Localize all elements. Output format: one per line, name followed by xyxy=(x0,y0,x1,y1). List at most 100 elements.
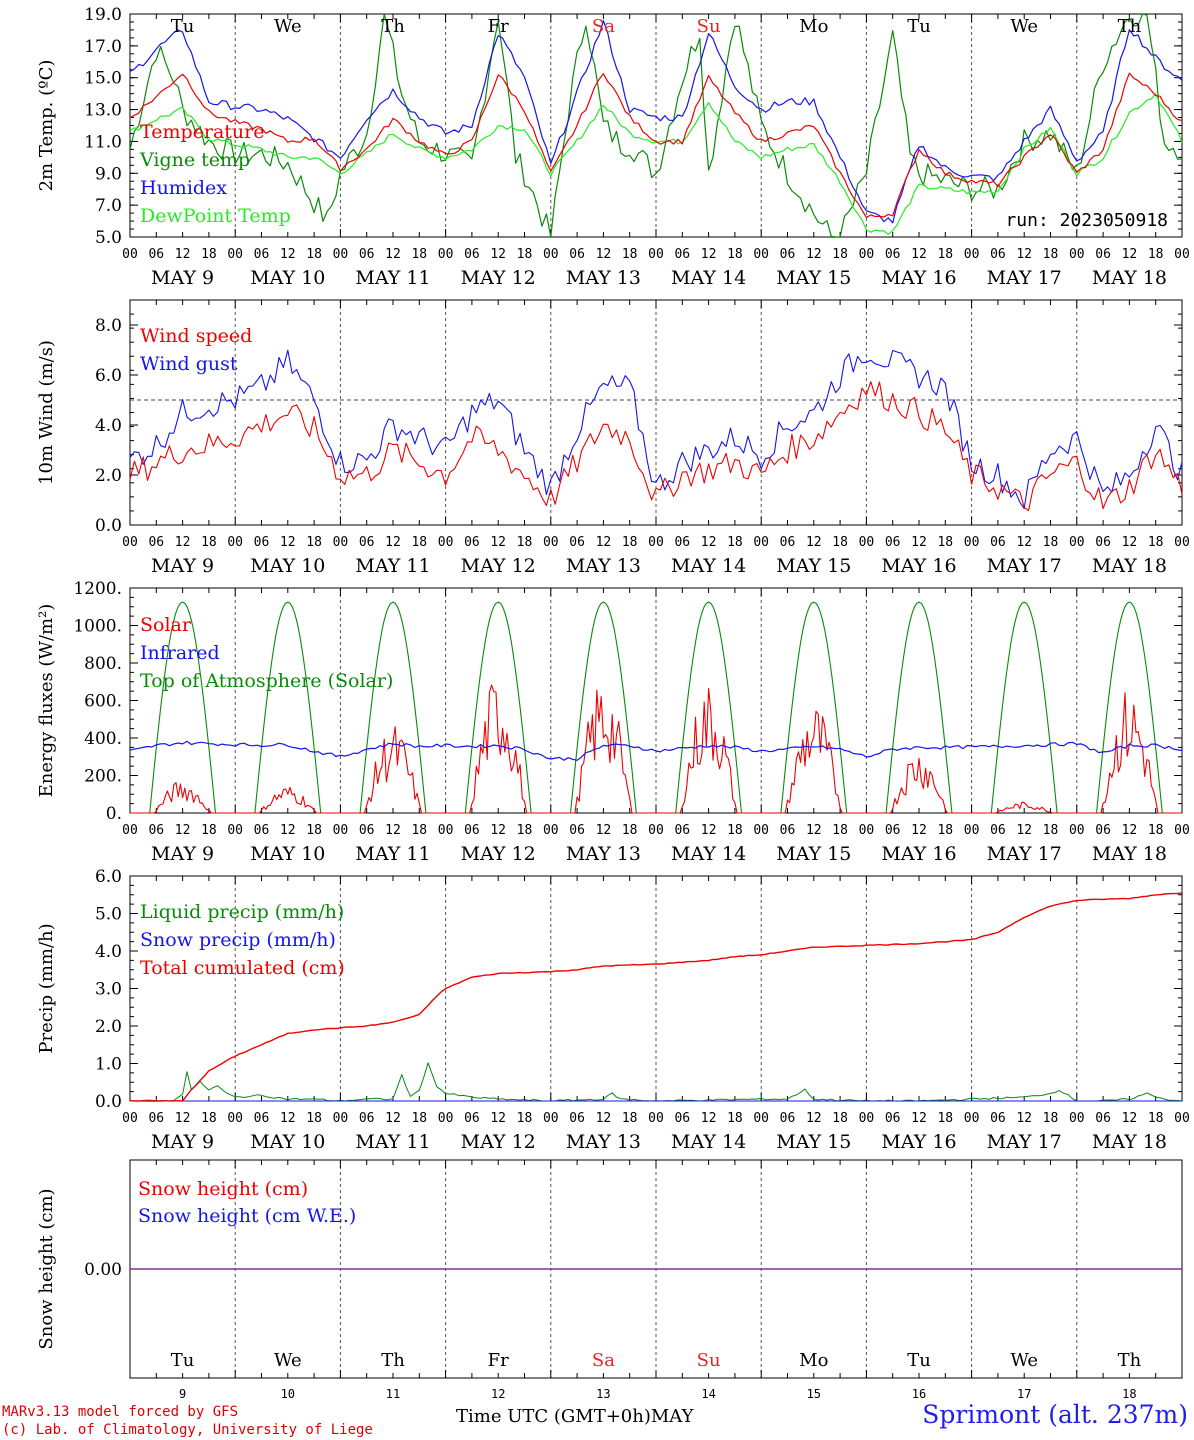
date-label: MAY 15 xyxy=(776,1131,851,1153)
hour-tick-label: 06 xyxy=(464,247,480,262)
y-tick-label: 1000. xyxy=(73,617,122,637)
hour-tick-label: 06 xyxy=(569,823,585,838)
date-label: MAY 14 xyxy=(671,1131,746,1153)
hour-tick-label: 06 xyxy=(780,823,796,838)
date-label: MAY 9 xyxy=(151,267,214,289)
hour-tick-label: 06 xyxy=(359,535,375,550)
date-label: MAY 9 xyxy=(151,843,214,865)
date-label: MAY 9 xyxy=(151,1131,214,1153)
date-label: MAY 11 xyxy=(355,1131,430,1153)
y-axis-title: Energy fluxes (W/m²) xyxy=(36,604,57,798)
hour-tick-label: 06 xyxy=(1095,535,1111,550)
series-line-infrared xyxy=(129,740,1183,761)
hour-tick-label: 12 xyxy=(1016,535,1032,550)
weekday-label: Th xyxy=(381,1350,405,1371)
hour-tick-label: 00 xyxy=(122,535,138,550)
y-axis-title: 10m Wind (m/s) xyxy=(36,340,57,485)
hour-tick-label: 00 xyxy=(753,247,769,262)
date-label: MAY 13 xyxy=(566,267,641,289)
date-label: MAY 12 xyxy=(461,267,536,289)
hour-tick-label: 00 xyxy=(333,823,349,838)
date-label: MAY 14 xyxy=(671,843,746,865)
y-tick-label: 7.0 xyxy=(95,196,122,216)
hour-tick-label: 00 xyxy=(964,535,980,550)
hour-tick-label: 18 xyxy=(727,823,743,838)
hour-tick-label: 06 xyxy=(990,1111,1006,1126)
date-label: MAY 12 xyxy=(461,555,536,577)
hour-tick-label: 18 xyxy=(937,535,953,550)
y-tick-label: 1200. xyxy=(73,579,122,599)
hour-tick-label: 00 xyxy=(753,535,769,550)
y-tick-label: 4.0 xyxy=(95,942,122,962)
hour-tick-label: 06 xyxy=(674,823,690,838)
series-line-green xyxy=(130,14,1182,237)
legend-entry: Temperature xyxy=(140,121,264,143)
hour-tick-label: 18 xyxy=(622,823,638,838)
hour-tick-label: 00 xyxy=(543,1111,559,1126)
date-label: MAY 11 xyxy=(355,267,430,289)
date-label: MAY 16 xyxy=(881,267,956,289)
weekday-label: Sa xyxy=(592,16,615,37)
hour-tick-label: 18 xyxy=(622,1111,638,1126)
hour-tick-label: 06 xyxy=(674,535,690,550)
hour-tick-label: 00 xyxy=(543,535,559,550)
hour-tick-label: 18 xyxy=(1148,247,1164,262)
date-label: MAY 9 xyxy=(151,555,214,577)
hour-tick-label: 18 xyxy=(517,823,533,838)
hour-tick-label: 12 xyxy=(701,535,717,550)
legend-entry: Total cumulated (cm) xyxy=(140,957,345,979)
weekday-label: Su xyxy=(697,1350,721,1371)
hour-tick-label: 00 xyxy=(859,247,875,262)
hour-tick-label: 00 xyxy=(543,823,559,838)
day-number-label: 11 xyxy=(386,1387,400,1401)
y-tick-label: 400. xyxy=(84,729,122,749)
hour-tick-label: 00 xyxy=(1069,535,1085,550)
hour-tick-label: 12 xyxy=(1016,1111,1032,1126)
hour-tick-label: 12 xyxy=(806,535,822,550)
hour-tick-label: 00 xyxy=(438,247,454,262)
weekday-label: Th xyxy=(381,16,405,37)
day-number-label: 9 xyxy=(179,1387,186,1401)
hour-tick-label: 06 xyxy=(885,535,901,550)
y-axis-title: Snow height (cm) xyxy=(36,1188,57,1349)
y-tick-label: 15.0 xyxy=(84,69,122,89)
series-layer xyxy=(129,349,1183,511)
series-layer xyxy=(129,601,1183,814)
series-line-solar xyxy=(130,684,1182,814)
hour-tick-label: 12 xyxy=(911,1111,927,1126)
hour-tick-label: 12 xyxy=(385,535,401,550)
hour-tick-label: 00 xyxy=(859,823,875,838)
y-tick-label: 4.0 xyxy=(95,416,122,436)
date-label: MAY 17 xyxy=(987,267,1062,289)
hour-tick-label: 00 xyxy=(333,535,349,550)
y-axis-title: Precip (mm/h) xyxy=(36,923,57,1053)
panel-3: 0. 200. 400. 600. 800. 1000. 1200. Energy fluxe… xyxy=(36,579,1190,865)
hour-tick-label: 06 xyxy=(885,247,901,262)
hour-tick-label: 06 xyxy=(148,823,164,838)
hour-tick-label: 12 xyxy=(175,247,191,262)
date-label: MAY 18 xyxy=(1092,843,1167,865)
y-tick-label: 3.0 xyxy=(95,980,122,1000)
y-tick-label: 9.0 xyxy=(95,164,122,184)
y-tick-label: 0.00 xyxy=(84,1260,122,1280)
hour-tick-label: 12 xyxy=(701,247,717,262)
y-tick-label: 5.0 xyxy=(95,905,122,925)
hour-tick-label: 12 xyxy=(806,823,822,838)
hour-tick-label: 12 xyxy=(385,1111,401,1126)
hour-tick-label: 18 xyxy=(937,823,953,838)
hour-tick-label: 06 xyxy=(464,1111,480,1126)
hour-tick-label: 00 xyxy=(333,1111,349,1126)
y-tick-label: 17.0 xyxy=(84,37,122,57)
hour-tick-label: 18 xyxy=(411,535,427,550)
date-label: MAY 16 xyxy=(881,1131,956,1153)
legend-entry: Solar xyxy=(140,614,192,636)
hour-tick-label: 12 xyxy=(911,535,927,550)
hour-tick-label: 12 xyxy=(701,823,717,838)
y-tick-label: 0.0 xyxy=(95,1092,122,1112)
weekday-label: Th xyxy=(1118,1350,1142,1371)
legend-entry: Snow precip (mm/h) xyxy=(140,929,336,951)
date-label: MAY 18 xyxy=(1092,267,1167,289)
y-tick-label: 6.0 xyxy=(95,867,122,887)
hour-tick-label: 06 xyxy=(780,535,796,550)
hour-tick-label: 06 xyxy=(254,823,270,838)
